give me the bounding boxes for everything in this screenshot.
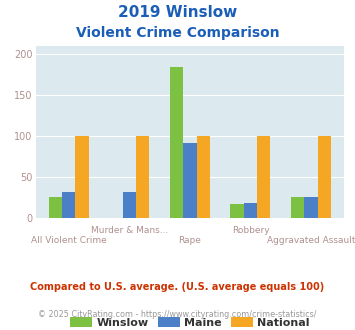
Bar [136, 136, 149, 218]
Bar [123, 192, 136, 218]
Bar [197, 136, 210, 218]
Text: Violent Crime Comparison: Violent Crime Comparison [76, 26, 279, 40]
Text: Rape: Rape [179, 236, 201, 245]
Text: All Violent Crime: All Violent Crime [31, 236, 107, 245]
Text: Murder & Mans...: Murder & Mans... [91, 226, 168, 235]
Bar [76, 136, 89, 218]
Text: Robbery: Robbery [232, 226, 269, 235]
Bar [230, 204, 244, 218]
Bar [244, 203, 257, 218]
Bar [304, 197, 318, 218]
Bar [183, 143, 197, 218]
Text: © 2025 CityRating.com - https://www.cityrating.com/crime-statistics/: © 2025 CityRating.com - https://www.city… [38, 310, 317, 319]
Legend: Winslow, Maine, National: Winslow, Maine, National [65, 313, 315, 330]
Text: 2019 Winslow: 2019 Winslow [118, 5, 237, 20]
Bar [291, 197, 304, 218]
Bar [170, 67, 183, 218]
Bar [257, 136, 271, 218]
Bar [318, 136, 331, 218]
Bar [49, 197, 62, 218]
Bar [62, 192, 76, 218]
Text: Aggravated Assault: Aggravated Assault [267, 236, 355, 245]
Text: Compared to U.S. average. (U.S. average equals 100): Compared to U.S. average. (U.S. average … [31, 282, 324, 292]
